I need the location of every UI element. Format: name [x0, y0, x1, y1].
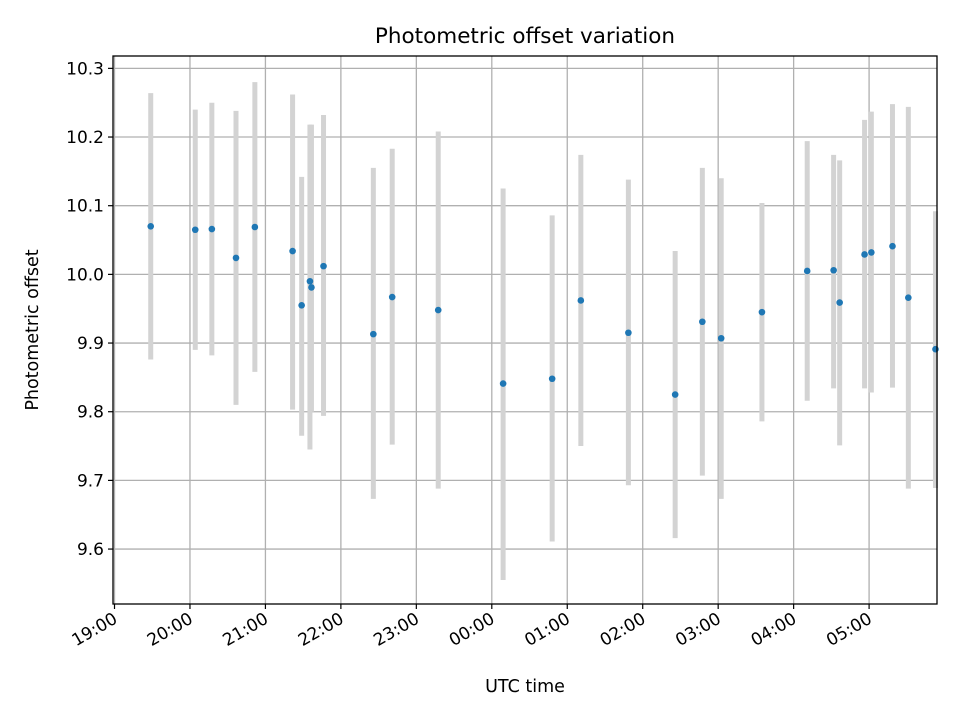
data-point [717, 334, 725, 342]
plot-frame [112, 55, 938, 605]
data-point [298, 301, 305, 309]
data-point [836, 299, 843, 306]
data-point [232, 254, 240, 262]
data-point [434, 306, 442, 314]
data-point [251, 223, 259, 231]
y-tick-label: 9.8 [77, 403, 104, 423]
data-point [905, 294, 912, 302]
x-axis-label: UTC time [485, 677, 565, 697]
data-point [191, 226, 199, 234]
data-point [758, 308, 766, 316]
y-tick-label: 10.3 [66, 59, 104, 79]
point-layer [147, 223, 939, 398]
data-point [388, 293, 396, 301]
y-tick-label: 9.7 [77, 471, 104, 491]
data-point [671, 391, 679, 398]
y-tick-label: 10.1 [66, 197, 104, 217]
data-point [208, 225, 216, 233]
data-point [830, 266, 837, 274]
y-tick-label: 9.6 [77, 540, 104, 560]
y-axis-label: Photometric offset [23, 249, 43, 410]
data-point [889, 242, 896, 250]
data-point [803, 267, 811, 275]
data-point [308, 284, 315, 291]
data-point [306, 277, 314, 285]
chart-title: Photometric offset variation [375, 24, 675, 49]
data-point [868, 249, 875, 256]
y-tick-label: 10.2 [66, 128, 104, 148]
data-point [861, 251, 868, 258]
data-point [625, 329, 632, 337]
y-tick-label: 9.9 [77, 334, 104, 354]
data-point [548, 375, 556, 383]
data-point [370, 330, 377, 338]
data-point [932, 345, 939, 353]
data-point [147, 223, 155, 230]
data-point [577, 297, 585, 304]
y-tick-label: 10.0 [66, 265, 104, 285]
data-point [320, 262, 327, 270]
data-point [499, 380, 507, 387]
data-point [289, 247, 296, 255]
data-point [699, 318, 706, 326]
